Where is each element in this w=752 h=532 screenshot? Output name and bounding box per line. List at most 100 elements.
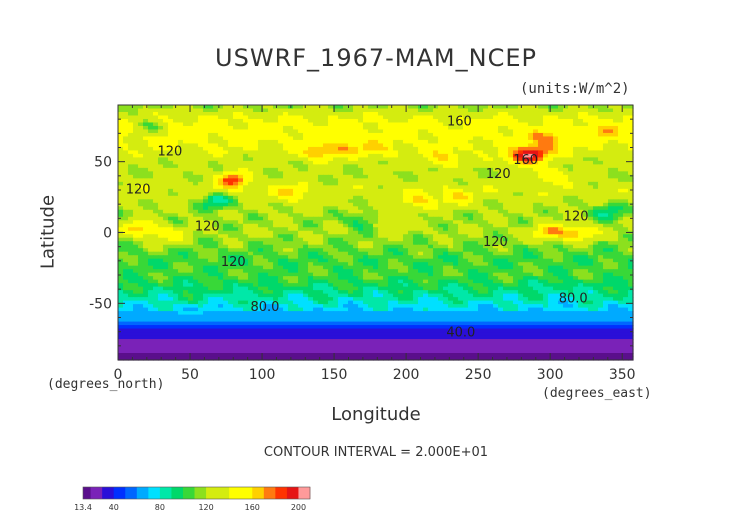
heatmap-cell	[333, 216, 339, 221]
heatmap-cell	[623, 237, 629, 242]
heatmap-cell	[188, 241, 194, 246]
heatmap-cell	[418, 234, 424, 239]
heatmap-cell	[608, 202, 614, 207]
heatmap-cell	[173, 115, 179, 120]
heatmap-cell	[278, 115, 284, 120]
heatmap-cell	[328, 272, 334, 277]
heatmap-cell	[153, 265, 159, 270]
heatmap-cell	[443, 108, 449, 113]
heatmap-cell	[353, 251, 359, 256]
heatmap-cell	[223, 136, 229, 141]
heatmap-cell	[213, 188, 219, 193]
heatmap-cell	[538, 132, 544, 138]
heatmap-cell	[348, 167, 354, 172]
heatmap-cell	[433, 244, 439, 249]
heatmap-cell	[508, 157, 514, 162]
heatmap-cell	[508, 105, 514, 110]
heatmap-cell	[133, 220, 139, 225]
heatmap-cell	[143, 118, 149, 124]
heatmap-cell	[388, 244, 394, 249]
heatmap-cell	[263, 178, 269, 183]
heatmap-cell	[323, 213, 329, 218]
heatmap-cell	[353, 248, 359, 253]
heatmap-cell	[533, 237, 539, 242]
heatmap-cell	[143, 136, 149, 141]
heatmap-cell	[168, 143, 174, 148]
heatmap-cell	[243, 234, 249, 239]
heatmap-cell	[373, 234, 379, 239]
heatmap-cell	[518, 108, 524, 113]
heatmap-cell	[453, 150, 459, 155]
heatmap-cell	[488, 244, 494, 249]
heatmap-cell	[208, 111, 214, 117]
heatmap-cell	[273, 111, 279, 117]
heatmap-cell	[153, 199, 159, 204]
heatmap-cell	[453, 230, 459, 235]
heatmap-cell	[358, 258, 364, 263]
heatmap-cell	[598, 178, 604, 183]
heatmap-cell	[538, 244, 544, 249]
heatmap-cell	[583, 202, 589, 207]
heatmap-cell	[548, 220, 554, 225]
heatmap-cell	[628, 129, 634, 134]
heatmap-cell	[383, 111, 389, 117]
heatmap-cell	[563, 129, 569, 134]
heatmap-cell	[518, 164, 524, 169]
heatmap-cell	[558, 146, 564, 152]
heatmap-cell	[483, 269, 489, 274]
heatmap-cell	[123, 136, 129, 141]
heatmap-cell	[193, 248, 199, 253]
heatmap-cell	[578, 202, 584, 207]
heatmap-cell	[303, 125, 309, 131]
heatmap-cell	[443, 258, 449, 263]
heatmap-cell	[363, 111, 369, 117]
heatmap-cell	[613, 105, 619, 110]
heatmap-cell	[388, 129, 394, 134]
heatmap-cell	[438, 234, 444, 239]
heatmap-cell	[598, 188, 604, 193]
heatmap-cell	[128, 248, 134, 253]
heatmap-cell	[328, 143, 334, 148]
heatmap-cell	[598, 136, 604, 141]
heatmap-cell	[323, 164, 329, 169]
heatmap-cell	[278, 234, 284, 239]
heatmap-cell	[523, 227, 529, 232]
heatmap-cell	[508, 132, 514, 138]
heatmap-cell	[283, 157, 289, 162]
heatmap-cell	[348, 206, 354, 211]
heatmap-cell	[453, 227, 459, 232]
heatmap-cell	[588, 181, 594, 186]
heatmap-cell	[558, 171, 564, 176]
heatmap-cell	[353, 150, 359, 155]
heatmap-cell	[418, 230, 424, 235]
heatmap-cell	[333, 143, 339, 148]
heatmap-cell	[313, 199, 319, 204]
heatmap-cell	[598, 129, 604, 134]
heatmap-cell	[553, 167, 559, 172]
heatmap-cell	[198, 265, 204, 270]
heatmap-cell	[588, 118, 594, 124]
heatmap-cell	[253, 269, 259, 274]
heatmap-cell	[613, 143, 619, 148]
heatmap-cell	[393, 181, 399, 186]
heatmap-cell	[273, 209, 279, 214]
heatmap-cell	[148, 146, 154, 152]
heatmap-cell	[363, 206, 369, 211]
heatmap-cell	[183, 258, 189, 263]
heatmap-cell	[183, 129, 189, 134]
heatmap-cell	[608, 192, 614, 197]
heatmap-cell	[293, 108, 299, 113]
heatmap-cell	[268, 262, 274, 267]
heatmap-cell	[483, 150, 489, 155]
heatmap-cell	[338, 234, 344, 239]
heatmap-cell	[318, 227, 324, 232]
heatmap-cell	[418, 139, 424, 145]
heatmap-cell	[233, 206, 239, 211]
heatmap-cell	[178, 118, 184, 124]
heatmap-cell	[598, 244, 604, 249]
heatmap-cell	[463, 132, 469, 138]
heatmap-cell	[118, 122, 124, 127]
heatmap-cell	[383, 143, 389, 148]
heatmap-cell	[188, 178, 194, 183]
